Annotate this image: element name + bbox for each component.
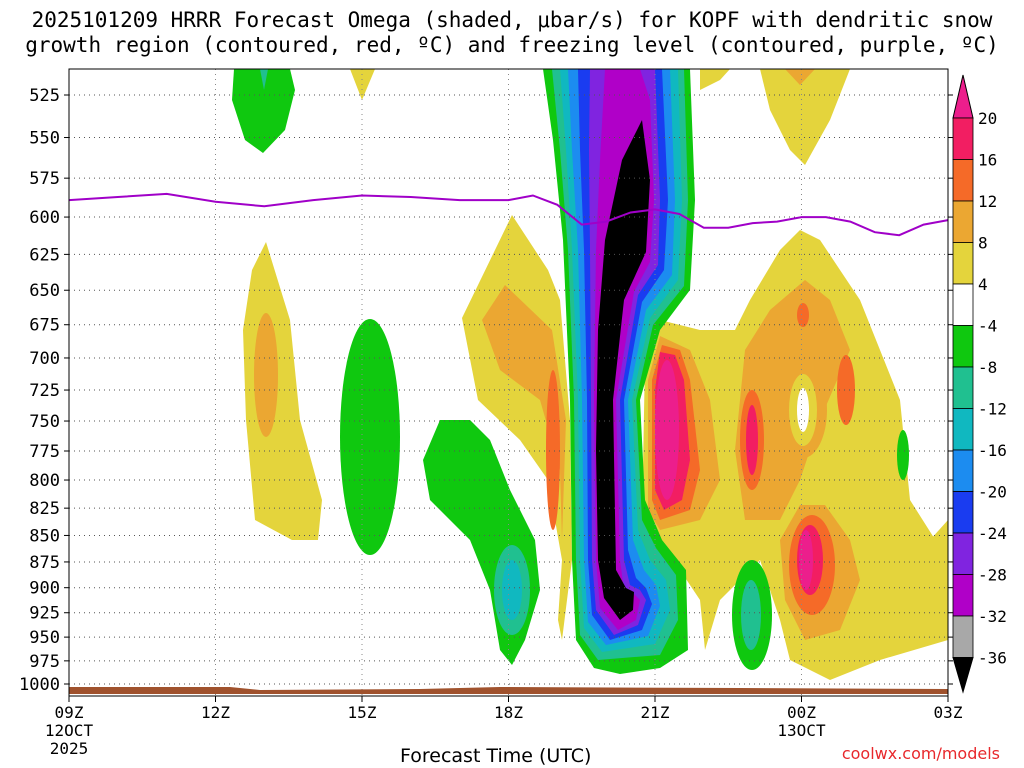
colorbar-label-12: 12 xyxy=(978,192,997,211)
omega-area-2230z-red xyxy=(746,405,758,475)
colorbar-label--32: -32 xyxy=(978,607,1007,626)
colorbar-bottom-arrow xyxy=(952,657,974,694)
x-tick-label-03Z: 03Z xyxy=(934,703,963,722)
colorbar-band--12 xyxy=(952,366,974,409)
x-tick-label-21Z: 21Z xyxy=(641,703,670,722)
colorbar-band--16 xyxy=(952,408,974,451)
colorbar-band-8 xyxy=(952,200,974,243)
omega-area-22z-teal xyxy=(741,580,761,650)
chart-title-line-2: growth region (contoured, red, ºC) and f… xyxy=(25,33,999,57)
y-tick-label-975: 975 xyxy=(29,652,60,672)
x-tick-label-12Z: 12Z xyxy=(201,703,230,722)
y-tick-label-750: 750 xyxy=(29,412,60,432)
colorbar-label--24: -24 xyxy=(978,524,1007,543)
colorbar-label-8: 8 xyxy=(978,234,988,253)
freezing-level-line xyxy=(68,192,949,237)
colorbar-band-4 xyxy=(952,242,974,285)
y-tick-label-1000: 1000 xyxy=(19,675,60,695)
omega-area-00z-low-max xyxy=(799,530,813,590)
colorbar-band--4 xyxy=(952,283,974,326)
y-tick-label-950: 950 xyxy=(29,628,60,648)
omega-area-0130z-dark-orange xyxy=(837,355,855,425)
chart-title-line-1: 2025101209 HRRR Forecast Omega (shaded, … xyxy=(31,8,993,32)
colorbar-label--16: -16 xyxy=(978,441,1007,460)
colorbar-label--8: -8 xyxy=(978,358,997,377)
omega-area-17z-green xyxy=(423,420,540,665)
colorbar-band--20 xyxy=(952,449,974,492)
x-tick-label-15Z: 15Z xyxy=(348,703,377,722)
colorbar-label--20: -20 xyxy=(978,483,1007,502)
y-tick-label-900: 900 xyxy=(29,579,60,599)
colorbar-label--4: -4 xyxy=(978,317,997,336)
omega-area-19z-orange xyxy=(482,285,566,540)
colorbar-label-4: 4 xyxy=(978,275,988,294)
y-tick-label-525: 525 xyxy=(29,86,60,106)
colorbar-band--36 xyxy=(952,615,974,658)
x-tick-label-18Z: 18Z xyxy=(494,703,523,722)
colorbar-label-20: 20 xyxy=(978,109,997,128)
x-tick-label-00Z: 00Z xyxy=(787,703,816,722)
colorbar-label--12: -12 xyxy=(978,400,1007,419)
x-axis-title: Forecast Time (UTC) xyxy=(400,745,592,767)
colorbar-band--24 xyxy=(952,491,974,534)
omega-shading xyxy=(232,69,948,680)
y-axis: 525 550 575 600 625 650 675 700 725 750 775 800 825 8… xyxy=(19,86,953,695)
colorbar-label-16: 16 xyxy=(978,151,997,170)
x-tick-label-09Z: 09Z xyxy=(55,703,84,722)
y-tick-label-700: 700 xyxy=(29,349,60,369)
colorbar-band-12 xyxy=(952,159,974,202)
omega-area-13z-orange xyxy=(254,313,278,437)
colorbar-band--32 xyxy=(952,574,974,617)
omega-area-ascent-tower-level-8 xyxy=(596,120,650,620)
colorbar-label--28: -28 xyxy=(978,566,1007,585)
omega-area-13z-green xyxy=(232,69,295,153)
omega-area-right-edge-yellow xyxy=(920,520,948,640)
omega-area-00z-pocket-white xyxy=(797,388,809,432)
x-date-label-13OCT: 13OCT xyxy=(777,721,826,740)
y-tick-label-625: 625 xyxy=(29,245,60,265)
omega-area-top-2130z-yellow xyxy=(700,69,730,90)
omega-area-0230z-green xyxy=(897,430,909,480)
colorbar-band--8 xyxy=(952,325,974,368)
x-year-label: 2025 xyxy=(50,739,89,758)
omega-area-13z-teal xyxy=(260,69,268,90)
omega-area-19z-dark-orange xyxy=(546,370,560,530)
y-tick-label-675: 675 xyxy=(29,316,60,336)
y-tick-label-550: 550 xyxy=(29,129,60,149)
omega-area-post-core-max xyxy=(655,360,679,500)
x-date-label-12OCT: 12OCT xyxy=(45,721,94,740)
y-tick-label-800: 800 xyxy=(29,471,60,491)
omega-area-00z-upper-dark-orange xyxy=(797,303,809,327)
y-tick-label-650: 650 xyxy=(29,281,60,301)
colorbar-top-arrow xyxy=(952,74,974,119)
y-tick-label-925: 925 xyxy=(29,604,60,624)
y-tick-label-775: 775 xyxy=(29,442,60,462)
omega-area-top-right-orange xyxy=(785,69,815,85)
colorbar-band--28 xyxy=(952,532,974,575)
terrain-bar xyxy=(69,687,948,694)
omega-area-15z-green xyxy=(340,319,400,555)
colorbar-label--36: -36 xyxy=(978,649,1007,668)
omega-area-top-right-yellow xyxy=(760,69,850,165)
y-tick-label-875: 875 xyxy=(29,553,60,573)
y-tick-label-850: 850 xyxy=(29,526,60,546)
y-tick-label-825: 825 xyxy=(29,499,60,519)
colorbar: 20 16 12 8 4 -4 -8 -12 -16 -20 -24 -28 -32 -36 xyxy=(952,74,1007,694)
omega-area-18z-cyan xyxy=(502,560,522,620)
colorbar-band-16 xyxy=(952,117,974,160)
credit-link[interactable]: coolwx.com/models xyxy=(841,744,1000,763)
y-tick-label-600: 600 xyxy=(29,208,60,228)
y-tick-label-725: 725 xyxy=(29,381,60,401)
y-tick-label-575: 575 xyxy=(29,169,60,189)
